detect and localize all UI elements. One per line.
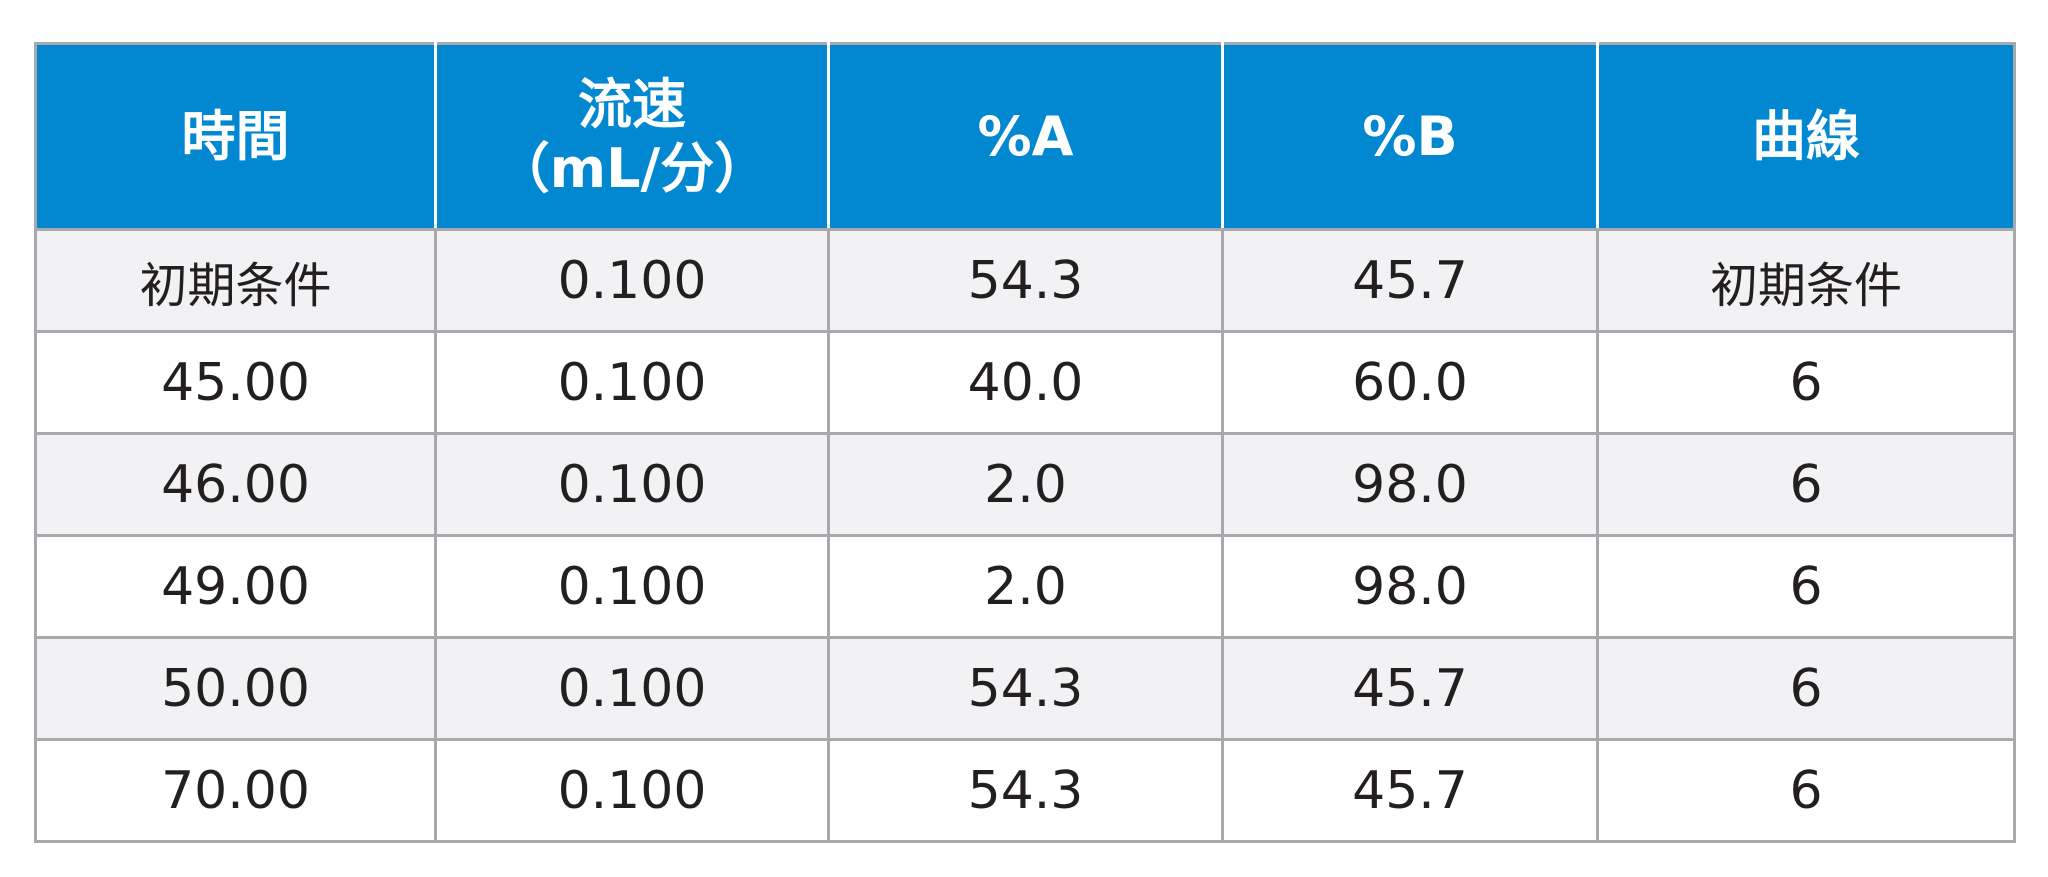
cell-flow-rate: 0.100 [434, 738, 830, 843]
cell-percent-b: 45.7 [1221, 228, 1599, 333]
gradient-table: 時間 流速 （mL/分） %A %B 曲線 初期条件 0.100 54.3 45… [34, 42, 2016, 843]
cell-percent-b: 98.0 [1221, 432, 1599, 537]
cell-percent-a: 54.3 [827, 228, 1224, 333]
header-curve: 曲線 [1596, 43, 2015, 231]
table-header: 時間 流速 （mL/分） %A %B 曲線 [35, 43, 2015, 231]
cell-percent-a: 2.0 [827, 534, 1224, 639]
cell-flow-rate: 0.100 [434, 636, 830, 741]
cell-time: 50.00 [34, 636, 437, 741]
cell-time: 初期条件 [34, 228, 437, 333]
table-body: 初期条件 0.100 54.3 45.7 初期条件 45.00 0.100 40… [34, 228, 2016, 843]
header-percent-b: %B [1221, 43, 1599, 231]
cell-percent-a: 2.0 [827, 432, 1224, 537]
cell-time: 70.00 [34, 738, 437, 843]
cell-curve: 6 [1596, 636, 2016, 741]
table-row: 45.00 0.100 40.0 60.0 6 [34, 330, 2016, 435]
cell-flow-rate: 0.100 [434, 330, 830, 435]
cell-curve: 初期条件 [1596, 228, 2016, 333]
table-row: 50.00 0.100 54.3 45.7 6 [34, 636, 2016, 741]
cell-percent-a: 54.3 [827, 636, 1224, 741]
cell-flow-rate: 0.100 [434, 432, 830, 537]
header-time: 時間 [35, 43, 437, 231]
cell-curve: 6 [1596, 534, 2016, 639]
cell-time: 46.00 [34, 432, 437, 537]
cell-percent-a: 40.0 [827, 330, 1224, 435]
table-row: 46.00 0.100 2.0 98.0 6 [34, 432, 2016, 537]
cell-flow-rate: 0.100 [434, 228, 830, 333]
cell-percent-b: 45.7 [1221, 738, 1599, 843]
table-row: 49.00 0.100 2.0 98.0 6 [34, 534, 2016, 639]
cell-flow-rate: 0.100 [434, 534, 830, 639]
cell-time: 45.00 [34, 330, 437, 435]
cell-curve: 6 [1596, 432, 2016, 537]
header-flow-rate: 流速 （mL/分） [434, 43, 830, 231]
table-row: 初期条件 0.100 54.3 45.7 初期条件 [34, 228, 2016, 333]
cell-curve: 6 [1596, 330, 2016, 435]
cell-time: 49.00 [34, 534, 437, 639]
header-flow-rate-line1: 流速 [578, 72, 686, 136]
header-percent-a: %A [827, 43, 1224, 231]
cell-percent-b: 45.7 [1221, 636, 1599, 741]
cell-curve: 6 [1596, 738, 2016, 843]
table-row: 70.00 0.100 54.3 45.7 6 [34, 738, 2016, 843]
header-row: 時間 流速 （mL/分） %A %B 曲線 [35, 43, 2015, 231]
header-flow-rate-line2: （mL/分） [495, 136, 769, 200]
cell-percent-b: 60.0 [1221, 330, 1599, 435]
cell-percent-a: 54.3 [827, 738, 1224, 843]
cell-percent-b: 98.0 [1221, 534, 1599, 639]
